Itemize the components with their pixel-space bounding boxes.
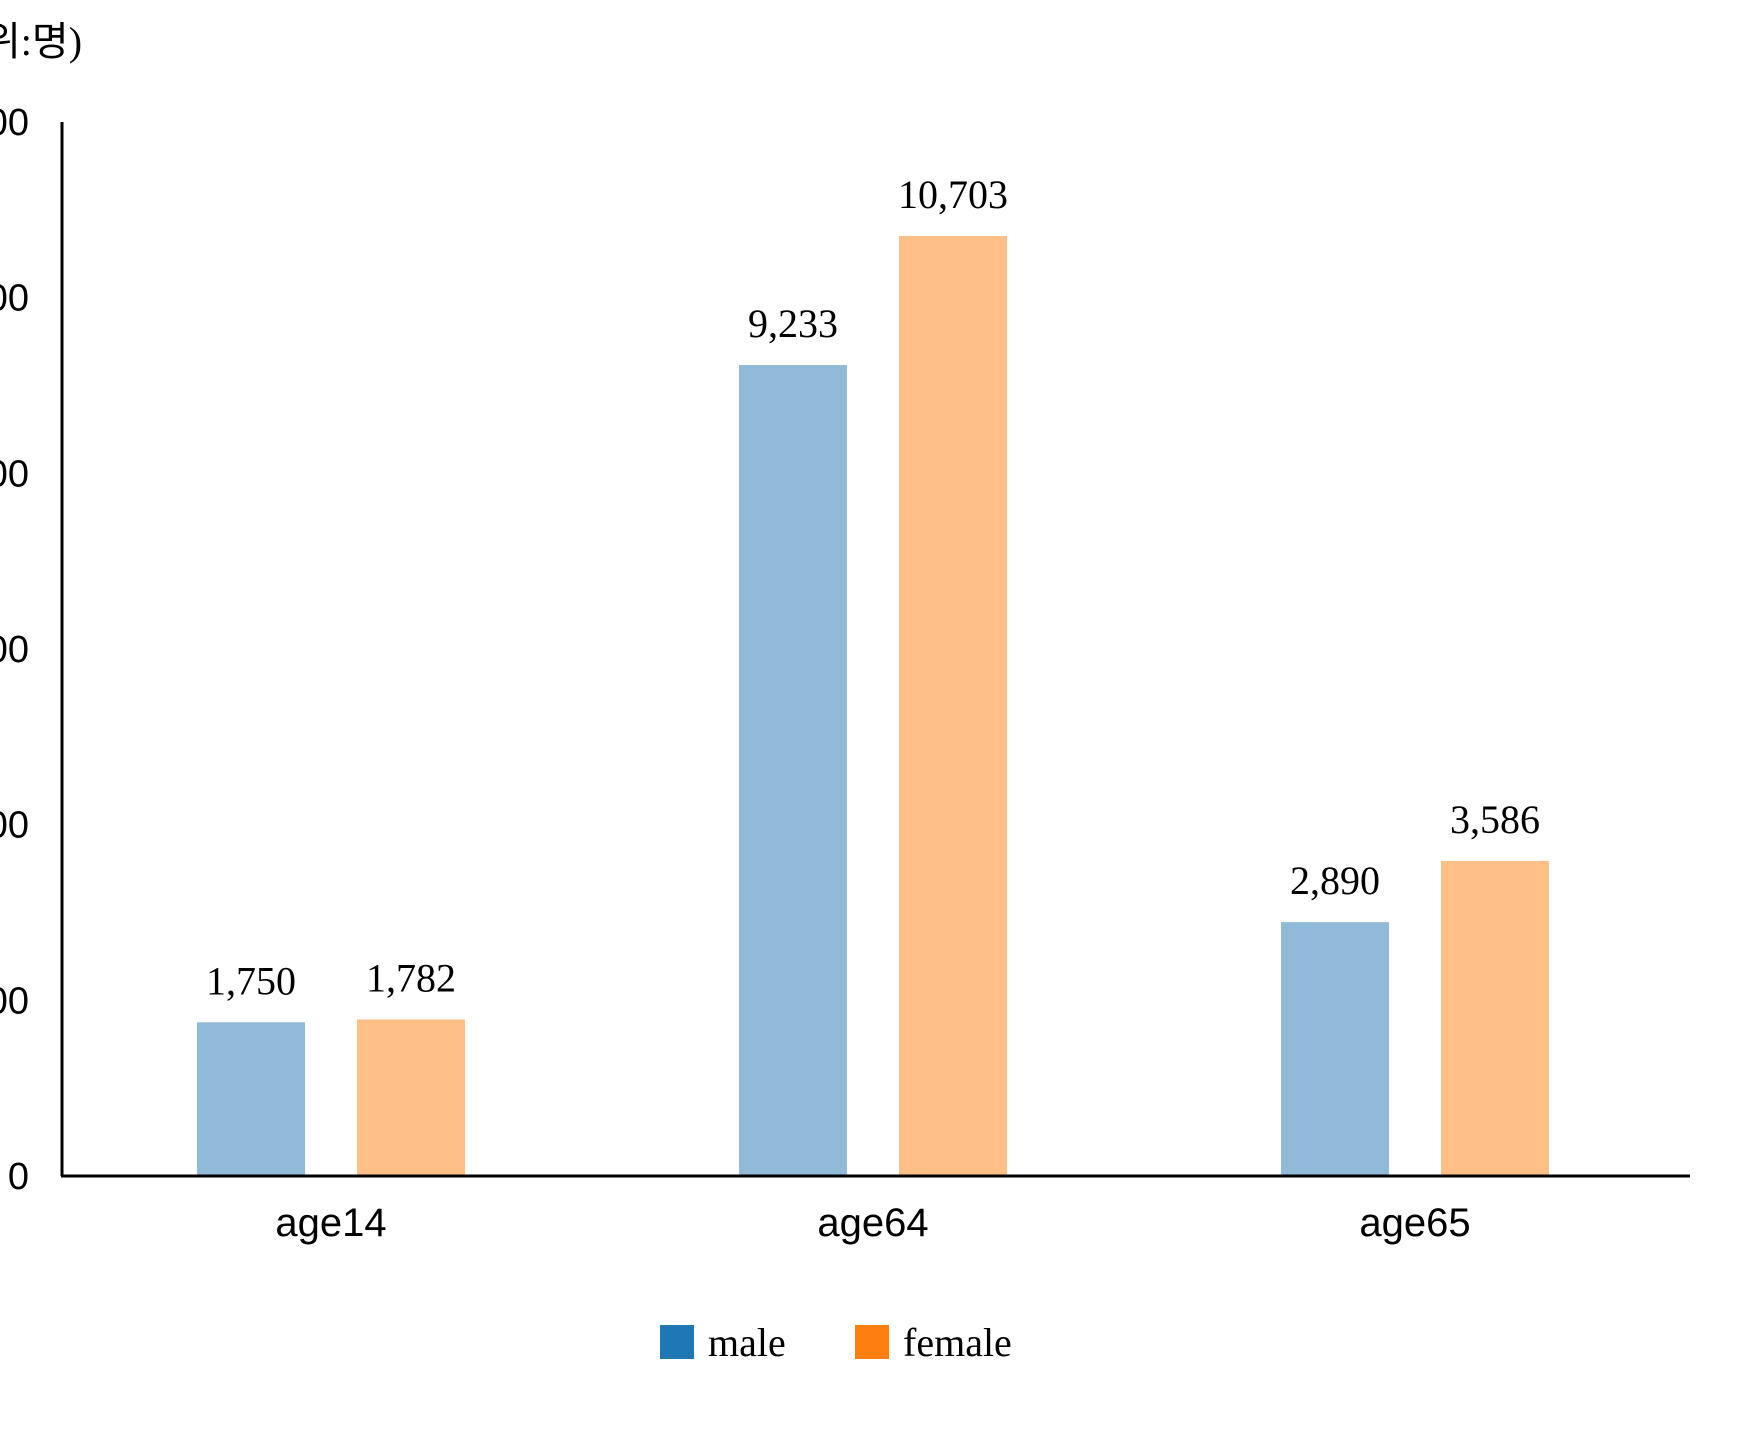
value-label-male-age14: 1,750: [206, 958, 296, 1003]
unit-label: 위:명): [0, 19, 82, 64]
value-label-female-age64: 10,703: [898, 172, 1008, 217]
value-label-male-age65: 2,890: [1290, 858, 1380, 903]
category-label-age14: age14: [275, 1201, 386, 1245]
legend-label-female: female: [903, 1320, 1012, 1365]
bar-male-age14: [197, 1022, 305, 1176]
y-tick-label: 00: [0, 453, 29, 495]
value-label-female-age14: 1,782: [366, 955, 456, 1000]
category-label-age65: age65: [1359, 1201, 1470, 1245]
legend-swatch-female: [855, 1325, 889, 1359]
y-tick-label: 00: [0, 805, 29, 847]
legend-label-male: male: [708, 1320, 786, 1365]
y-tick-label: 00: [0, 278, 29, 320]
bar-male-age64: [739, 365, 847, 1177]
bar-male-age65: [1281, 922, 1389, 1176]
y-tick-label: 00: [0, 980, 29, 1022]
value-label-female-age65: 3,586: [1450, 797, 1540, 842]
bar-female-age14: [357, 1019, 465, 1176]
legend-swatch-male: [660, 1325, 694, 1359]
bar-female-age64: [899, 235, 1007, 1177]
y-tick-label: 0: [8, 1156, 29, 1198]
y-tick-label: 00: [0, 629, 29, 671]
bar-female-age65: [1441, 861, 1549, 1176]
value-label-male-age64: 9,233: [748, 301, 838, 346]
category-label-age64: age64: [817, 1201, 928, 1245]
y-tick-label: 00: [0, 102, 29, 144]
